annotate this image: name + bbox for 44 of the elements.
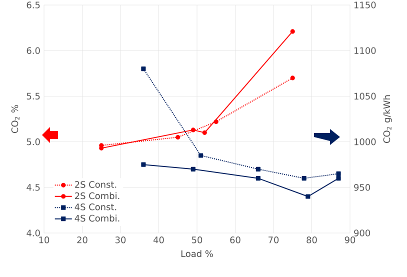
point <box>176 134 180 140</box>
point <box>190 166 196 172</box>
point <box>290 76 295 80</box>
x-tick-label: 30 <box>115 236 126 244</box>
x-tick-label: 70 <box>268 236 279 244</box>
point <box>198 153 204 158</box>
point <box>141 66 146 72</box>
y2-tick-label: 1000 <box>354 138 376 146</box>
legend-label: 2S Const. <box>75 181 116 188</box>
y-axis-title: CO$_{2}$ % <box>11 104 20 133</box>
point <box>141 162 146 167</box>
y2-tick-label: 950 <box>354 184 370 191</box>
point <box>290 29 295 34</box>
x-axis-title: Load % <box>181 250 213 258</box>
y-tick-label: 5.5 <box>26 92 40 100</box>
point <box>214 119 218 124</box>
x-tick-label: 80 <box>306 236 317 244</box>
point <box>202 130 207 135</box>
x-tick-label: 60 <box>230 236 240 244</box>
y2-axis-title: CO$_{2}$ g/kWh <box>383 95 392 143</box>
y-tick-label: 6.5 <box>26 2 40 8</box>
y2-tick-label: 1150 <box>354 2 376 8</box>
x-tick-label: 90 <box>344 236 356 244</box>
point <box>336 176 341 181</box>
point <box>306 194 310 199</box>
y2-tick-label: 1050 <box>354 92 376 100</box>
point <box>256 166 260 172</box>
y-tick-label: 6.0 <box>26 47 40 54</box>
point <box>302 176 306 181</box>
y2-tick-label: 1100 <box>354 47 376 54</box>
legend-label: 4S Combi. <box>74 214 120 222</box>
point <box>336 171 341 176</box>
x-tick-label: 10 <box>39 236 50 244</box>
legend-label: 2S Combi. <box>75 192 120 200</box>
y-tick-label: 4.5 <box>26 184 40 191</box>
y-tick-label: 4.0 <box>26 230 40 236</box>
y2-tick-label: 900 <box>354 230 370 236</box>
point <box>190 128 196 132</box>
legend-label: 4S Const. <box>74 204 116 210</box>
x-tick-label: 50 <box>192 236 202 244</box>
x-tick-label: 20 <box>77 236 88 244</box>
y-tick-label: 5.0 <box>26 138 40 146</box>
point <box>256 176 260 181</box>
x-tick-label: 40 <box>153 236 164 244</box>
